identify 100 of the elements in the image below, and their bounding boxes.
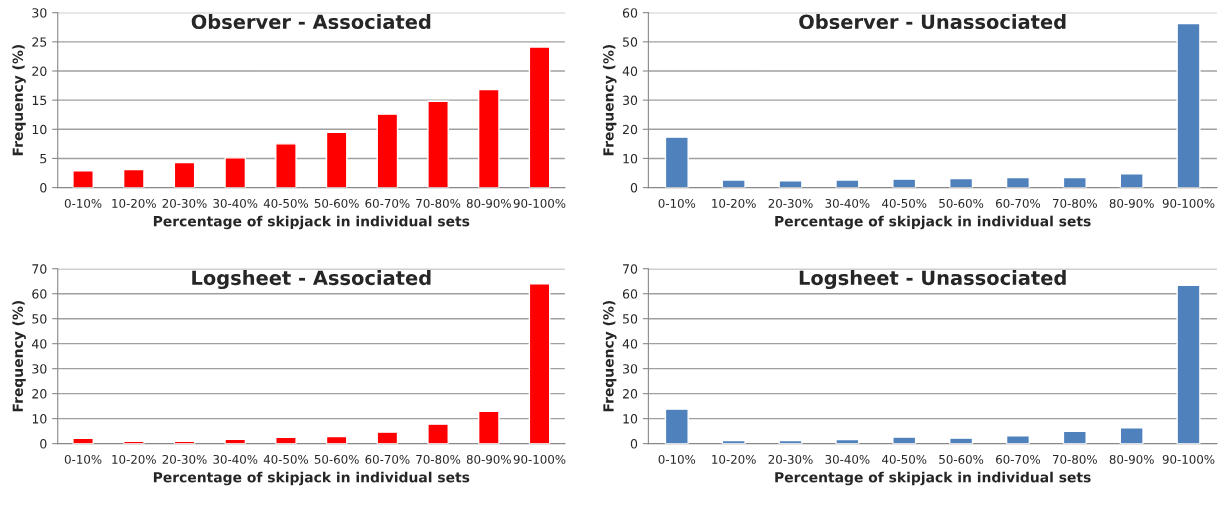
bar <box>949 177 974 188</box>
y-tick-label: 10 <box>623 414 638 424</box>
y-tick-label: 40 <box>32 339 47 349</box>
x-tick-label: 20-30% <box>768 454 813 464</box>
y-tick-label: 40 <box>622 66 638 76</box>
y-tick-label: 60 <box>32 289 47 299</box>
y-tick-label: 60 <box>622 8 638 18</box>
y-tick-label: 20 <box>622 389 638 399</box>
bar <box>376 431 399 444</box>
x-tick-label: 10-20% <box>712 454 756 464</box>
y-tick-label: 0 <box>40 183 47 193</box>
chart-title: Observer - Associated <box>191 14 431 30</box>
y-tick-label: 0 <box>630 439 638 449</box>
bar <box>1176 284 1201 444</box>
bar <box>528 283 551 444</box>
x-tick-label: 50-60% <box>314 198 359 208</box>
bar <box>778 180 803 188</box>
y-tick-label: 70 <box>623 264 638 274</box>
x-tick-label: 40-50% <box>882 454 927 464</box>
x-axis-title: Percentage of skipjack in individual sets <box>153 215 470 230</box>
x-tick-label: 60-70% <box>365 198 410 208</box>
bar <box>949 437 974 444</box>
x-tick-label: 40-50% <box>882 198 927 208</box>
x-tick-label: 70-80% <box>416 454 461 464</box>
y-tick-label: 15 <box>32 95 47 106</box>
x-tick-label: 30-40% <box>213 454 258 464</box>
bar <box>325 131 348 188</box>
x-tick-label: 40-50% <box>263 198 309 208</box>
y-tick-label: 0 <box>40 439 47 449</box>
x-tick-label: 20-30% <box>162 454 207 464</box>
y-tick-label: 10 <box>32 124 47 135</box>
bar <box>721 179 746 188</box>
y-tick-label: 30 <box>32 364 47 374</box>
bar <box>528 46 551 188</box>
bar <box>477 88 500 188</box>
bar <box>427 100 449 188</box>
x-tick-label: 60-70% <box>365 454 410 464</box>
bar <box>1005 435 1031 444</box>
y-tick-label: 40 <box>622 339 638 349</box>
bar <box>1176 22 1201 188</box>
x-tick-label: 20-30% <box>162 198 207 208</box>
bar <box>835 179 860 188</box>
x-tick-label: 20-30% <box>768 198 813 208</box>
x-tick-label: 80-90% <box>466 198 511 208</box>
x-tick-label: 60-70% <box>996 454 1041 464</box>
y-tick-label: 70 <box>32 264 47 274</box>
bar <box>1119 427 1144 444</box>
x-tick-label: 10-20% <box>712 198 756 208</box>
bar <box>664 136 689 188</box>
bar <box>664 408 689 444</box>
bar <box>892 436 917 444</box>
y-tick-label: 20 <box>622 124 638 135</box>
y-tick-label: 20 <box>32 66 47 76</box>
y-tick-label: 30 <box>623 95 638 106</box>
x-tick-label: 80-90% <box>1109 454 1154 464</box>
x-tick-label: 30-40% <box>213 198 258 208</box>
y-tick-label: 50 <box>623 314 638 324</box>
bar <box>173 161 196 188</box>
x-tick-label: 10-20% <box>112 454 156 464</box>
y-tick-label: 60 <box>622 289 638 299</box>
x-tick-label: 50-60% <box>314 454 359 464</box>
y-tick-label: 10 <box>32 414 47 424</box>
bar <box>477 410 500 444</box>
bar <box>224 157 247 188</box>
x-tick-label: 50-60% <box>939 198 984 208</box>
x-tick-label: 80-90% <box>1109 198 1154 208</box>
bar <box>376 113 399 188</box>
y-axis-title: Frequency (%) <box>602 300 617 412</box>
y-tick-label: 30 <box>32 8 47 18</box>
bar <box>122 168 145 188</box>
x-tick-label: 90-100% <box>513 198 566 208</box>
x-tick-label: 90-100% <box>513 454 566 464</box>
bar <box>1005 176 1031 188</box>
x-tick-label: 90-100% <box>1162 454 1215 464</box>
x-tick-label: 70-80% <box>416 198 461 208</box>
bar <box>892 178 917 188</box>
x-tick-label: 0-10% <box>658 198 696 208</box>
x-tick-label: 0-10% <box>658 454 696 464</box>
x-tick-label: 60-70% <box>996 198 1041 208</box>
y-axis-title: Frequency (%) <box>602 44 617 156</box>
bar <box>72 169 94 188</box>
y-tick-label: 50 <box>623 37 638 47</box>
bar <box>427 423 449 444</box>
x-tick-label: 90-100% <box>1162 198 1215 208</box>
x-axis-title: Percentage of skipjack in individual sets <box>153 471 470 486</box>
y-tick-label: 10 <box>623 153 638 164</box>
y-tick-label: 50 <box>32 314 47 324</box>
chart-title: Logsheet - Associated <box>192 270 431 290</box>
x-tick-label: 50-60% <box>939 454 984 464</box>
x-tick-label: 10-20% <box>112 198 156 208</box>
x-axis-title: Percentage of skipjack in individual sets <box>775 471 1091 486</box>
y-tick-label: 20 <box>32 389 47 399</box>
x-tick-label: 30-40% <box>825 198 870 208</box>
x-tick-label: 40-50% <box>263 454 309 464</box>
x-tick-label: 30-40% <box>825 454 870 464</box>
y-axis-title: Frequency (%) <box>12 44 26 156</box>
y-tick-label: 5 <box>40 154 47 164</box>
x-tick-label: 0-10% <box>64 198 102 208</box>
bar <box>1062 430 1087 444</box>
x-tick-label: 70-80% <box>1053 454 1097 464</box>
